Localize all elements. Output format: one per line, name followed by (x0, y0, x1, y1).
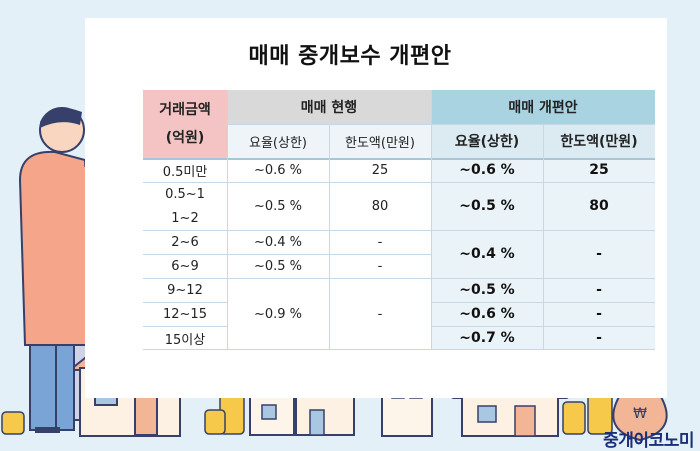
current-rate: ~0.5 % (253, 198, 303, 214)
brand-watermark: 중개이코노미 (603, 431, 694, 451)
header-current: 매매 현행 (227, 90, 431, 124)
current-rate: ~0.6 % (253, 162, 303, 178)
row-label: 1~2 (171, 210, 199, 226)
subheader-reform-rate: 요율(상한) (431, 124, 543, 158)
reform-limit: 80 (589, 198, 609, 214)
page-title: 매매 중개보수 개편안 (248, 44, 452, 69)
current-limit: - (377, 234, 383, 250)
reform-rate: ~0.5 % (459, 282, 515, 298)
subheader-current-limit: 한도액(만원) (329, 124, 431, 158)
header-amount: 거래금액 (억원) (143, 90, 227, 158)
current-limit: 80 (371, 198, 389, 214)
row-label: 2~6 (171, 234, 199, 250)
grid-line (143, 254, 431, 255)
row-label: 0.5미만 (162, 164, 208, 180)
reform-rate: ~0.6 % (459, 306, 515, 322)
current-limit: 25 (371, 162, 389, 178)
reform-rate: ~0.6 % (459, 162, 515, 178)
svg-text:₩: ₩ (633, 406, 647, 422)
grid-line (143, 349, 655, 350)
current-limit: - (377, 306, 383, 322)
row-label: 15이상 (164, 332, 206, 348)
grid-line (143, 302, 227, 303)
grid-line (227, 124, 655, 125)
grid-line (431, 90, 432, 350)
fee-table: 거래금액 (억원) 매매 현행 매매 개편안 요율(상한) 한도액(만원) 요율… (143, 90, 655, 350)
grid-line (143, 230, 655, 231)
reform-limit: 25 (589, 162, 609, 178)
current-rate: ~0.4 % (253, 234, 303, 250)
grid-line (143, 158, 655, 160)
subheader-reform-limit: 한도액(만원) (543, 124, 655, 158)
current-limit: - (377, 258, 383, 274)
reform-rate: ~0.5 % (459, 198, 515, 214)
row-label: 9~12 (167, 282, 203, 298)
reform-limit: - (596, 246, 602, 262)
grid-line (329, 124, 330, 350)
grid-line (227, 90, 228, 350)
reform-limit: - (596, 330, 602, 346)
current-rate: ~0.5 % (253, 258, 303, 274)
grid-line (143, 278, 655, 279)
reform-limit: - (596, 306, 602, 322)
current-rate: ~0.9 % (253, 306, 303, 322)
reform-rate: ~0.7 % (459, 330, 515, 346)
reform-limit: - (596, 282, 602, 298)
header-reform: 매매 개편안 (431, 90, 655, 124)
subheader-current-rate: 요율(상한) (227, 124, 329, 158)
row-label: 6~9 (171, 258, 199, 274)
grid-line (543, 124, 544, 350)
reform-rate: ~0.4 % (459, 246, 515, 262)
grid-line (143, 326, 227, 327)
grid-line (143, 182, 655, 183)
row-label: 12~15 (163, 306, 207, 322)
row-label: 0.5~1 (165, 186, 205, 202)
